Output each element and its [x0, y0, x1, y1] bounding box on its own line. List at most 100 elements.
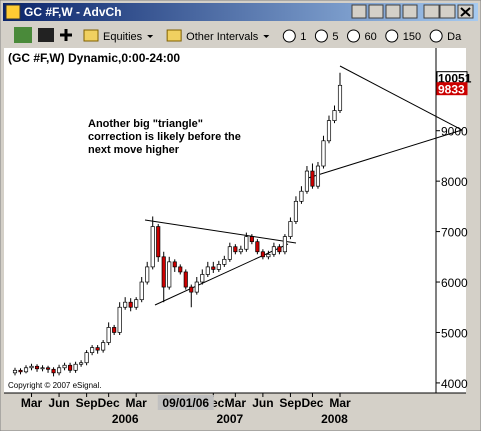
- y-tick-label: 6000: [441, 276, 468, 290]
- candle-body: [95, 347, 100, 351]
- price-axis: [436, 48, 466, 393]
- candle-body: [255, 241, 260, 253]
- candle-body: [79, 362, 84, 365]
- button[interactable]: [351, 4, 367, 19]
- annotation: Another big "triangle": [88, 118, 203, 130]
- x-tick-label: Jun: [252, 396, 273, 410]
- trendline: [154, 243, 289, 306]
- button[interactable]: [385, 4, 401, 19]
- dropdown-arrow: [147, 35, 154, 38]
- interval-icon[interactable]: [385, 29, 399, 43]
- x-tick-label: Dec: [301, 396, 323, 410]
- folder-icon[interactable]: [83, 29, 99, 42]
- candle-body: [238, 248, 243, 253]
- toolbar-label[interactable]: Da: [447, 31, 462, 43]
- interval-icon[interactable]: [314, 29, 328, 43]
- candle-body: [62, 364, 67, 369]
- button[interactable]: [368, 4, 384, 19]
- candle-body: [128, 301, 133, 308]
- trendline: [144, 219, 297, 244]
- folder-icon[interactable]: [166, 29, 182, 42]
- candle-body: [18, 369, 23, 373]
- candle-body: [189, 286, 194, 293]
- x-tick-label: Mar: [329, 396, 351, 410]
- candle-body: [23, 367, 29, 373]
- candle-body: [315, 165, 321, 187]
- y-tick-label: 8000: [441, 175, 468, 189]
- trendline: [339, 65, 463, 131]
- candle-body: [12, 369, 18, 374]
- candle-body: [205, 266, 210, 275]
- toolbar-label[interactable]: 5: [332, 31, 338, 43]
- candle-body: [211, 266, 216, 270]
- price-label: 9833: [438, 83, 465, 97]
- candle-body: [194, 281, 199, 293]
- candle-body: [40, 367, 45, 370]
- candle-body: [57, 367, 62, 374]
- candle-body: [112, 327, 117, 333]
- x-year-label: 2008: [321, 412, 348, 426]
- toolbar-label[interactable]: 150: [403, 31, 421, 43]
- close-icon: [460, 7, 471, 17]
- copyright: Copyright © 2007 eSignal.: [8, 381, 102, 390]
- candle-body: [227, 246, 232, 260]
- y-tick-label: 7000: [441, 226, 468, 240]
- candle-body: [161, 256, 166, 288]
- x-year-label: 2006: [112, 412, 139, 426]
- x-tick-label: Mar: [126, 396, 148, 410]
- candle-body: [178, 266, 183, 273]
- x-tick-label: Sep: [76, 396, 98, 410]
- x-tick-label: Dec: [98, 396, 120, 410]
- toolbar: Equities Other Intervals 1 5 60 150 Da: [14, 27, 462, 43]
- annotation: correction is likely before the: [88, 131, 241, 143]
- minimize[interactable]: [423, 4, 440, 19]
- candle-body: [216, 264, 221, 270]
- annotation: next move higher: [88, 144, 180, 156]
- candle-body: [167, 261, 172, 288]
- candle-body: [332, 110, 337, 121]
- interval-icon[interactable]: [347, 29, 361, 43]
- candle-body: [222, 258, 227, 265]
- window-buttons[interactable]: [351, 4, 474, 19]
- toolbar-label[interactable]: 60: [365, 31, 377, 43]
- candle-body: [106, 327, 111, 343]
- candle-body: [90, 347, 95, 353]
- tool-icon[interactable]: [38, 28, 54, 42]
- price-label-box: [436, 82, 468, 96]
- chart-header: (GC #F,W) Dynamic,0:00-24:00: [8, 51, 180, 65]
- candle-body: [282, 236, 287, 253]
- toolbar-label[interactable]: Other Intervals: [186, 31, 259, 43]
- maximize[interactable]: [439, 4, 456, 19]
- tool-icon[interactable]: [60, 29, 72, 41]
- candle-body: [271, 246, 276, 255]
- interval-icon[interactable]: [429, 29, 443, 43]
- plot-area: [4, 48, 436, 393]
- candle-body: [172, 261, 177, 268]
- x-tick-label: Jun: [48, 396, 69, 410]
- candle-body: [200, 274, 205, 283]
- candle-body: [84, 352, 89, 364]
- candle-body: [310, 170, 315, 187]
- tool-icon[interactable]: [14, 27, 32, 43]
- candle-body: [183, 271, 188, 288]
- candle-body: [244, 236, 249, 250]
- y-tick-label: 5000: [441, 326, 468, 340]
- candle-body: [156, 226, 161, 258]
- candle-body: [145, 266, 150, 283]
- candle-body: [46, 367, 51, 370]
- candle-body: [304, 170, 309, 192]
- candle-body: [277, 246, 282, 253]
- toolbar-label[interactable]: Equities: [103, 31, 143, 43]
- candle-body: [326, 120, 332, 142]
- candle-body: [34, 365, 40, 370]
- candle-body: [117, 306, 122, 333]
- candle-body: [260, 251, 265, 258]
- y-tick-label: 9000: [441, 125, 468, 139]
- interval-icon[interactable]: [282, 29, 296, 43]
- x-tick-label: Mar: [225, 396, 247, 410]
- button[interactable]: [402, 4, 418, 19]
- candle-body: [134, 299, 139, 308]
- x-tick-label: Sep: [279, 396, 301, 410]
- toolbar-label[interactable]: 1: [300, 31, 306, 43]
